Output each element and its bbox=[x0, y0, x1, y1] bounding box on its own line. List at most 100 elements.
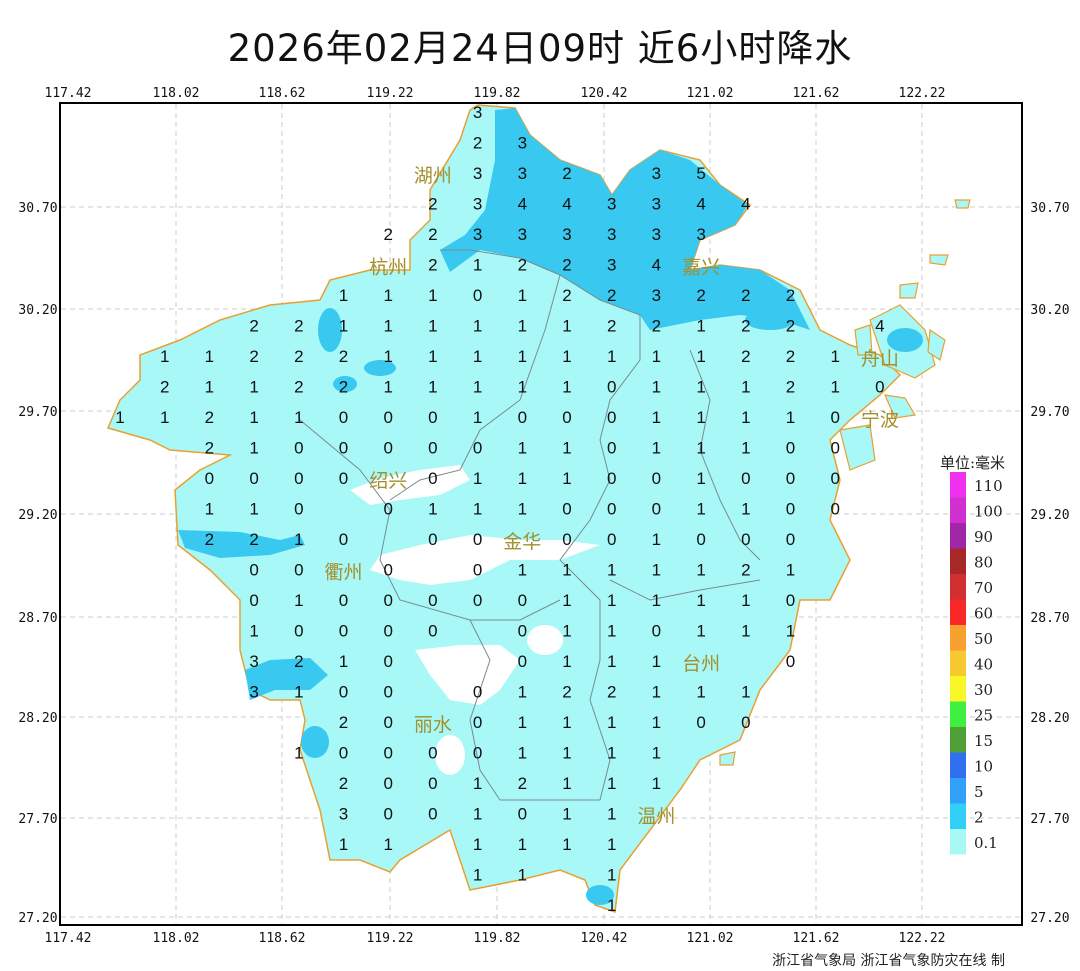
station-value: 0 bbox=[518, 805, 527, 824]
lon-label-top: 121.62 bbox=[793, 86, 840, 101]
station-value: 1 bbox=[607, 347, 616, 366]
station-value: 2 bbox=[786, 347, 795, 366]
station-value: 1 bbox=[786, 622, 795, 641]
station-value: 1 bbox=[607, 774, 616, 793]
station-value: 4 bbox=[696, 195, 705, 214]
legend-label: 2 bbox=[974, 809, 984, 827]
station-value: 0 bbox=[473, 286, 482, 305]
station-value: 1 bbox=[607, 713, 616, 732]
no-rain-zones bbox=[350, 465, 600, 775]
station-value: 0 bbox=[383, 713, 392, 732]
station-value: 1 bbox=[652, 439, 661, 458]
station-value: 1 bbox=[696, 500, 705, 519]
lon-label-bottom: 119.82 bbox=[474, 931, 521, 946]
rain-2mm-zones bbox=[178, 108, 923, 905]
station-value: 0 bbox=[428, 439, 437, 458]
station-value: 0 bbox=[696, 530, 705, 549]
station-value: 1 bbox=[741, 500, 750, 519]
lon-label-bottom: 122.22 bbox=[899, 931, 946, 946]
station-value: 1 bbox=[205, 347, 214, 366]
station-value: 0 bbox=[473, 744, 482, 763]
city-label: 湖州 bbox=[414, 165, 452, 187]
station-value: 1 bbox=[562, 347, 571, 366]
station-value: 1 bbox=[294, 744, 303, 763]
station-value: 1 bbox=[830, 347, 839, 366]
station-value: 1 bbox=[339, 652, 348, 671]
legend-label: 40 bbox=[974, 656, 993, 674]
station-value: 2 bbox=[562, 256, 571, 275]
station-value: 4 bbox=[518, 195, 527, 214]
station-value: 0 bbox=[786, 469, 795, 488]
station-value: 0 bbox=[428, 622, 437, 641]
city-label: 丽水 bbox=[414, 714, 452, 736]
station-value: 0 bbox=[607, 439, 616, 458]
station-value: 1 bbox=[518, 500, 527, 519]
station-value: 1 bbox=[652, 378, 661, 397]
station-value: 0 bbox=[339, 439, 348, 458]
lat-label-right: 29.70 bbox=[1030, 405, 1069, 420]
station-value: 0 bbox=[830, 469, 839, 488]
lat-label-left: 28.70 bbox=[18, 611, 57, 626]
lon-label-bottom: 121.62 bbox=[793, 931, 840, 946]
station-value: 2 bbox=[696, 286, 705, 305]
station-value: 4 bbox=[741, 195, 750, 214]
credit-text: 浙江省气象局 浙江省气象防灾在线 制 bbox=[772, 953, 1005, 969]
station-value: 1 bbox=[786, 561, 795, 580]
station-value: 2 bbox=[741, 317, 750, 336]
lon-label-bottom: 118.02 bbox=[153, 931, 200, 946]
station-value: 1 bbox=[607, 561, 616, 580]
station-value: 0 bbox=[607, 378, 616, 397]
lat-label-left: 27.70 bbox=[18, 812, 57, 827]
station-value: 0 bbox=[518, 622, 527, 641]
station-value: 1 bbox=[562, 774, 571, 793]
station-value: 0 bbox=[786, 439, 795, 458]
station-value: 3 bbox=[339, 805, 348, 824]
station-value: 0 bbox=[607, 408, 616, 427]
station-value: 3 bbox=[249, 652, 258, 671]
station-value: 3 bbox=[696, 225, 705, 244]
station-value: 1 bbox=[607, 866, 616, 885]
station-value: 1 bbox=[339, 835, 348, 854]
legend-label: 10 bbox=[974, 758, 993, 776]
station-value: 1 bbox=[607, 591, 616, 610]
legend-label: 15 bbox=[974, 732, 993, 750]
station-value: 3 bbox=[473, 103, 482, 122]
legend-label: 50 bbox=[974, 630, 993, 648]
station-value: 1 bbox=[473, 256, 482, 275]
station-value: 1 bbox=[741, 439, 750, 458]
city-label: 台州 bbox=[682, 653, 720, 675]
station-value: 0 bbox=[428, 591, 437, 610]
station-value: 2 bbox=[652, 317, 661, 336]
lon-label-top: 118.62 bbox=[259, 86, 306, 101]
station-value: 3 bbox=[652, 286, 661, 305]
station-value: 0 bbox=[339, 622, 348, 641]
station-value: 1 bbox=[607, 622, 616, 641]
station-value: 0 bbox=[652, 469, 661, 488]
legend-swatch bbox=[950, 497, 966, 523]
station-value: 0 bbox=[428, 744, 437, 763]
station-value: 2 bbox=[786, 378, 795, 397]
legend-swatch bbox=[950, 727, 966, 753]
station-value: 3 bbox=[607, 225, 616, 244]
legend-swatch bbox=[950, 829, 966, 855]
legend-swatch bbox=[950, 599, 966, 625]
station-value: 1 bbox=[294, 683, 303, 702]
station-value: 1 bbox=[473, 408, 482, 427]
lat-label-right: 27.20 bbox=[1030, 911, 1069, 926]
legend: 单位:毫米 110 100 90 80 70 60 50 40 30 25 15 10 5 2 0.1 bbox=[940, 454, 1005, 855]
station-value: 0 bbox=[830, 439, 839, 458]
station-value: 0 bbox=[205, 469, 214, 488]
station-value: 4 bbox=[875, 317, 884, 336]
legend-label: 100 bbox=[974, 503, 1003, 521]
station-value: 1 bbox=[696, 469, 705, 488]
station-value: 1 bbox=[294, 530, 303, 549]
station-value: 1 bbox=[696, 622, 705, 641]
station-value: 2 bbox=[339, 378, 348, 397]
station-value: 1 bbox=[294, 591, 303, 610]
station-value: 1 bbox=[249, 378, 258, 397]
station-value: 0 bbox=[473, 439, 482, 458]
legend-label: 0.1 bbox=[974, 834, 998, 852]
city-label: 舟山 bbox=[861, 348, 899, 370]
station-value: 1 bbox=[607, 835, 616, 854]
station-value: 2 bbox=[294, 347, 303, 366]
